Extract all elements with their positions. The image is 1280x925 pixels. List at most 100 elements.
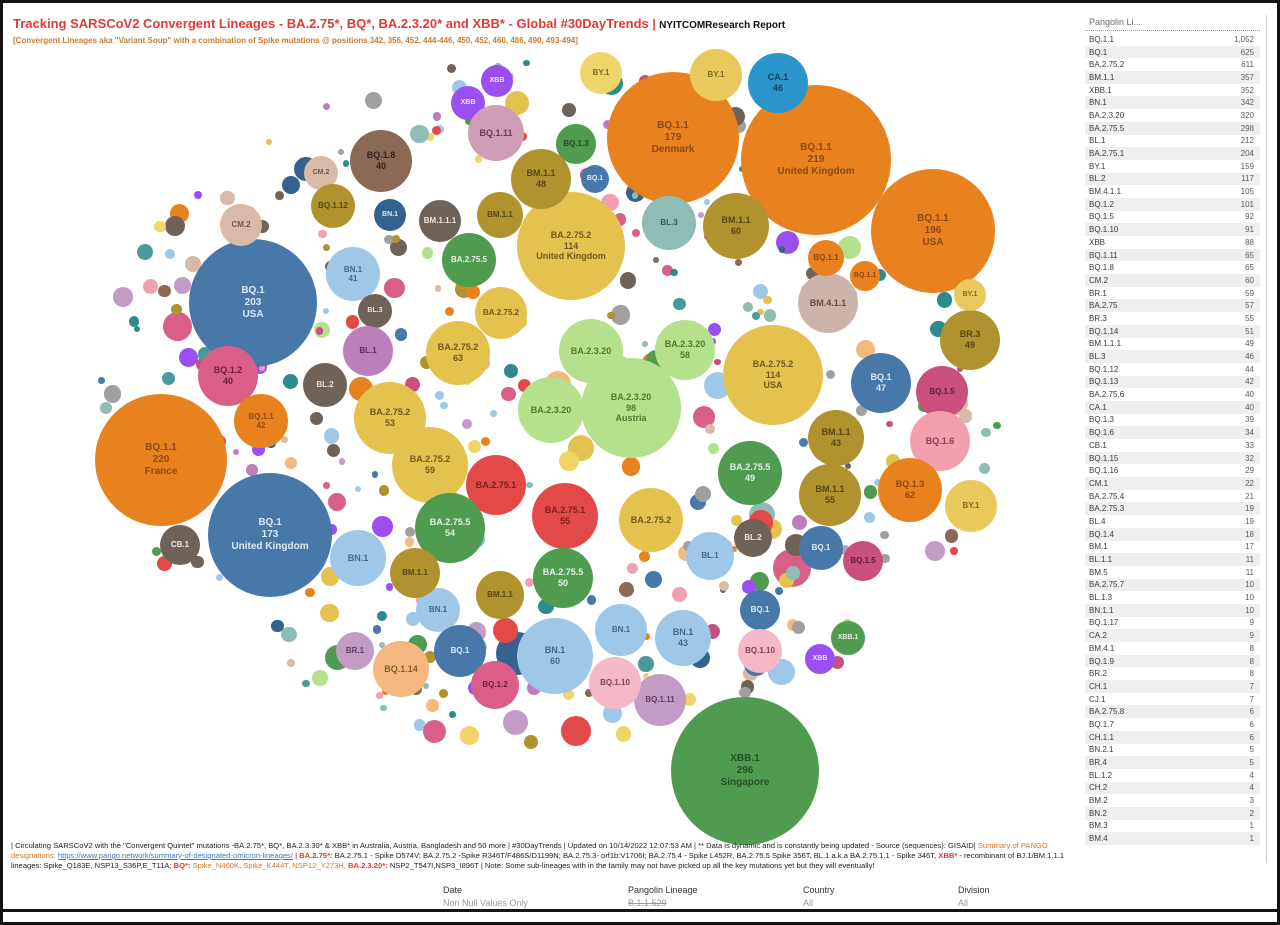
table-row[interactable]: BM.4 1 [1085,832,1260,845]
bubble-by-1[interactable]: BY.1 [690,49,742,101]
table-row[interactable]: BM.4.1.1 105 [1085,185,1260,198]
table-row[interactable]: CH.1 7 [1085,680,1260,693]
table-row[interactable]: BL.1 212 [1085,135,1260,148]
table-row[interactable]: BQ.1.5 92 [1085,211,1260,224]
bubble-bq-1[interactable]: BQ.1 203 USA [189,239,317,367]
table-row[interactable]: BM.1.1.1 49 [1085,338,1260,351]
bubble-ba-2-75-2[interactable]: BA.2.75.2 59 [392,427,468,503]
table-row[interactable]: BL.1.1 11 [1085,553,1260,566]
bubble-bq-1-1[interactable]: BQ.1.1 196 USA [871,169,995,293]
bubble-xbb[interactable]: XBB [481,65,513,97]
table-row[interactable]: BL.1.2 4 [1085,769,1260,782]
table-row[interactable]: BA.2.75.5 298 [1085,121,1260,135]
table-row[interactable]: BQ.1.2 101 [1085,197,1260,211]
table-row[interactable]: BM.4.1 8 [1085,642,1260,655]
filter-value[interactable]: Non Null Values Only [443,898,528,908]
filter-value[interactable]: All [958,898,969,908]
bubble-ba-2-75-5[interactable]: BA.2.75.5 49 [718,441,782,505]
bubble-ba-2-3-20[interactable]: BA.2.3.20 [559,319,623,383]
table-row[interactable]: BQ.1.1 1,052 [1085,33,1260,46]
table-row[interactable]: BR.4 5 [1085,756,1260,769]
bubble-ba-2-75-2[interactable]: BA.2.75.2 [619,488,683,552]
table-row[interactable]: CM.1 22 [1085,477,1260,490]
table-column-header[interactable]: Pangolin Li... [1085,15,1260,31]
bubble-ca-1[interactable]: CA.1 46 [748,53,808,113]
table-row[interactable]: BN.2 2 [1085,806,1260,820]
table-row[interactable]: CH.1.1 6 [1085,730,1260,744]
bubble-bn-1[interactable]: BN.1 [330,530,386,586]
table-row[interactable]: BL.2 117 [1085,172,1260,186]
bubble-bm-1-1[interactable]: BM.1.1 [390,548,440,598]
bubble-bq-1-1[interactable]: BQ.1.1 42 [234,394,288,448]
table-row[interactable]: BR.3 55 [1085,312,1260,325]
bubble-by-1[interactable]: BY.1 [580,52,622,94]
bubble-bq-1[interactable]: BQ.1 [581,165,609,193]
table-row[interactable]: BR.1 59 [1085,287,1260,300]
table-row[interactable]: BQ.1.11 65 [1085,248,1260,262]
bubble-xbb[interactable]: XBB [805,644,835,674]
bubble-bn-1[interactable]: BN.1 43 [655,610,711,666]
bubble-bq-1-1[interactable]: BQ.1.1 [808,240,844,276]
bubble-br-3[interactable]: BR.3 49 [940,310,1000,370]
table-row[interactable]: BQ.1.15 32 [1085,451,1260,465]
bubble-xbb-1[interactable]: XBB.1 [831,621,865,655]
table-row[interactable]: BA.2.75.4 21 [1085,490,1260,503]
table-row[interactable]: XBB.1 352 [1085,84,1260,97]
table-row[interactable]: BA.2.75.2 611 [1085,58,1260,71]
bubble-bm-1-1[interactable]: BM.1.1 48 [511,149,571,209]
bubble-by-1[interactable]: BY.1 [954,279,986,311]
pango-link[interactable]: https://www.pango.network/summary-of-des… [57,851,293,860]
table-row[interactable]: BY.1 159 [1085,160,1260,173]
bubble-bm-1-1[interactable]: BM.1.1 55 [799,464,861,526]
table-row[interactable]: CJ.1 7 [1085,693,1260,706]
table-row[interactable]: BA.2.75.7 10 [1085,578,1260,592]
bubble-bq-1-11[interactable]: BQ.1.11 [634,674,686,726]
table-row[interactable]: CB.1 33 [1085,439,1260,452]
table-row[interactable]: BQ.1.3 39 [1085,414,1260,427]
bubble-br-1[interactable]: BR.1 [336,632,374,670]
bubble-bm-1-1-1[interactable]: BM.1.1.1 [419,200,461,242]
table-row[interactable]: BQ.1.12 44 [1085,363,1260,376]
table-row[interactable]: BN.2.1 5 [1085,744,1260,757]
table-row[interactable]: CM.2 60 [1085,274,1260,287]
table-row[interactable]: BQ.1.16 29 [1085,464,1260,477]
bubble-bq-1-11[interactable]: BQ.1.11 [468,105,524,161]
bubble-ba-2-75-2[interactable]: BA.2.75.2 [475,287,527,339]
table-row[interactable]: BR.2 8 [1085,667,1260,680]
bubble-ba-2-75-5[interactable]: BA.2.75.5 50 [533,548,593,608]
table-row[interactable]: BA.2.3.20 320 [1085,109,1260,122]
table-row[interactable]: BM.1.1 357 [1085,71,1260,84]
table-row[interactable]: CA.2 9 [1085,629,1260,642]
bubble-bm-1-1[interactable]: BM.1.1 60 [703,193,769,259]
table-row[interactable]: XBB 88 [1085,236,1260,249]
bubble-bm-4-1-1[interactable]: BM.4.1.1 [798,273,858,333]
bubble-ba-2-75-2[interactable]: BA.2.75.2 63 [426,321,490,385]
bubble-bn-1[interactable]: BN.1 41 [326,247,380,301]
bubble-bl-2[interactable]: BL.2 [734,519,772,557]
bubble-by-1[interactable]: BY.1 [945,480,997,532]
bubble-bl-1[interactable]: BL.1 [686,532,734,580]
table-row[interactable]: BL.3 46 [1085,350,1260,363]
table-row[interactable]: BQ.1.6 34 [1085,426,1260,439]
bubble-xbb-1[interactable]: XBB.1 296 Singapore [671,697,819,845]
bubble-bq-1[interactable]: BQ.1 173 United Kingdom [208,473,332,597]
bubble-bq-1-1[interactable]: BQ.1.1 220 France [95,394,227,526]
table-row[interactable]: BA.2.75.1 204 [1085,147,1260,160]
bubble-bm-1-1[interactable]: BM.1.1 43 [808,410,864,466]
table-row[interactable]: BN.1.1 10 [1085,603,1260,617]
bubble-ba-2-75-5[interactable]: BA.2.75.5 [442,233,496,287]
table-row[interactable]: BL.4 19 [1085,515,1260,528]
table-row[interactable]: BQ.1.7 6 [1085,718,1260,731]
bubble-bn-1[interactable]: BN.1 [374,199,406,231]
bubble-ba-2-75-1[interactable]: BA.2.75.1 55 [532,483,598,549]
bubble-bq-1[interactable]: BQ.1 [740,590,780,630]
table-row[interactable]: BA.2.75.3 19 [1085,502,1260,516]
table-row[interactable]: BQ.1.13 42 [1085,375,1260,389]
table-row[interactable]: BA.2.75.6 40 [1085,388,1260,401]
bubble-bq-1-10[interactable]: BQ.1.10 [589,657,641,709]
bubble-bm-1-1[interactable]: BM.1.1 [477,192,523,238]
table-row[interactable]: BQ.1 625 [1085,45,1260,59]
bubble-bq-1-10[interactable]: BQ.1.10 [738,629,782,673]
bubble-bq-1-2[interactable]: BQ.1.2 [471,661,519,709]
table-row[interactable]: BQ.1.10 91 [1085,223,1260,236]
